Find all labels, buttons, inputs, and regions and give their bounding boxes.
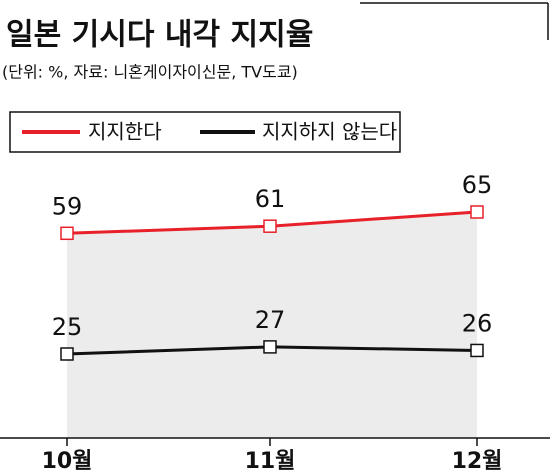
data-label: 61 <box>255 185 286 213</box>
chart-title: 일본 기시다 내각 지지율 <box>6 18 313 53</box>
point-marker <box>60 347 74 361</box>
point-marker <box>470 343 484 358</box>
x-tick-label: 12월 <box>452 449 503 474</box>
x-tick-label: 11월 <box>245 449 296 474</box>
chart-subtitle: (단위: %, 자료: 니혼게이자이신문, TV도쿄) <box>2 63 298 82</box>
data-label: 27 <box>255 306 286 334</box>
data-label: 65 <box>462 171 493 199</box>
legend-label: 지지한다 <box>88 120 162 144</box>
shaded-area <box>67 212 477 438</box>
x-tick-label: 10월 <box>42 449 93 474</box>
data-label: 59 <box>52 192 83 220</box>
point-marker <box>60 226 74 241</box>
point-marker <box>470 205 484 219</box>
legend-label: 지지하지 않는다 <box>262 120 397 144</box>
data-label: 26 <box>462 309 493 337</box>
point-marker <box>263 219 277 233</box>
point-marker <box>263 340 277 354</box>
data-label: 25 <box>52 313 83 341</box>
